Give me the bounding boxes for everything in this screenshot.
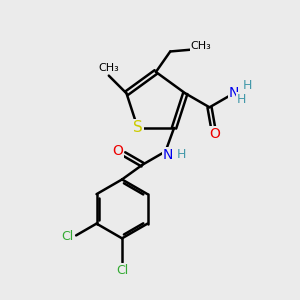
Text: Cl: Cl: [61, 230, 74, 243]
Text: N: N: [163, 148, 173, 162]
Text: O: O: [112, 144, 123, 158]
Text: CH₃: CH₃: [98, 63, 119, 73]
Text: O: O: [210, 127, 220, 141]
Text: N: N: [229, 86, 239, 100]
Text: H: H: [243, 80, 253, 92]
Text: Cl: Cl: [116, 264, 128, 277]
Text: H: H: [237, 93, 247, 106]
Text: S: S: [133, 120, 142, 135]
Text: H: H: [177, 148, 186, 161]
Text: CH₃: CH₃: [191, 41, 212, 51]
